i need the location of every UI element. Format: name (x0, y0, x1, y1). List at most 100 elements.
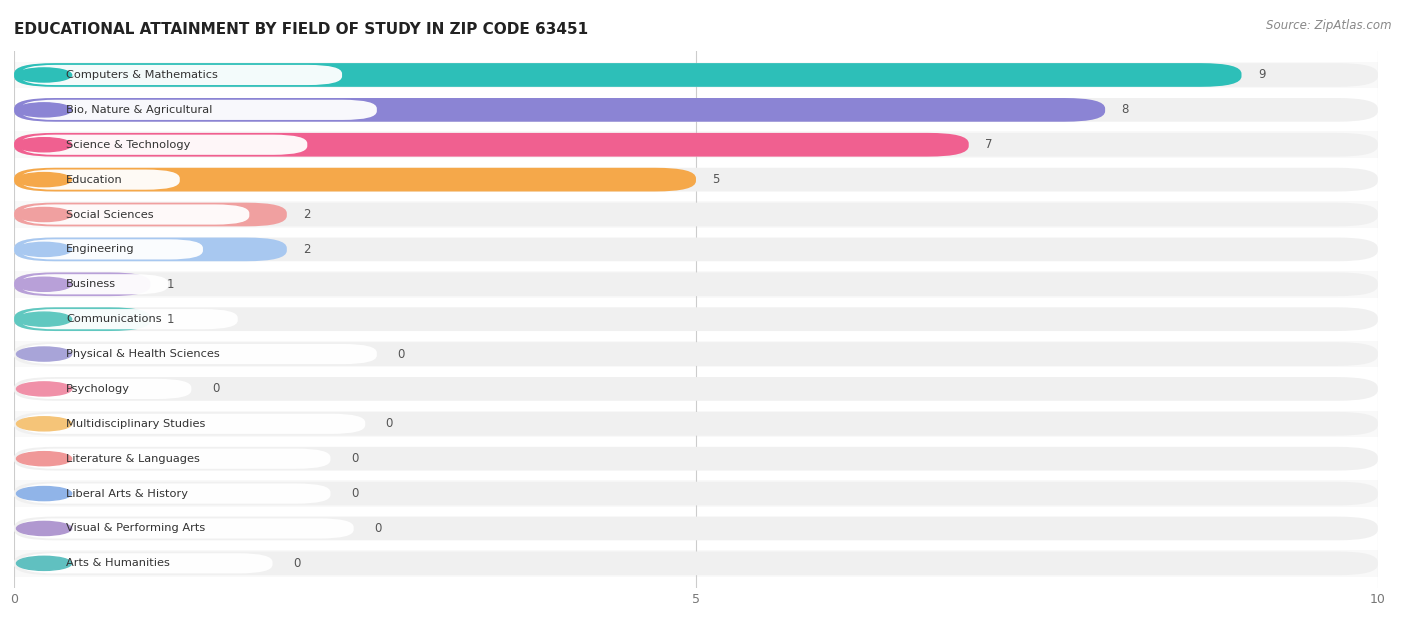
FancyBboxPatch shape (21, 518, 354, 538)
FancyBboxPatch shape (0, 446, 1406, 472)
FancyBboxPatch shape (21, 240, 202, 260)
FancyBboxPatch shape (21, 449, 330, 469)
FancyBboxPatch shape (14, 516, 1378, 540)
Text: Business: Business (66, 279, 117, 289)
FancyBboxPatch shape (21, 483, 330, 504)
FancyBboxPatch shape (0, 131, 1406, 158)
Text: 2: 2 (304, 243, 311, 256)
FancyBboxPatch shape (14, 482, 1378, 506)
Text: Physical & Health Sciences: Physical & Health Sciences (66, 349, 219, 359)
Text: 7: 7 (986, 138, 993, 151)
FancyBboxPatch shape (0, 201, 1406, 228)
Text: 2: 2 (304, 208, 311, 221)
FancyBboxPatch shape (14, 98, 1105, 122)
Text: EDUCATIONAL ATTAINMENT BY FIELD OF STUDY IN ZIP CODE 63451: EDUCATIONAL ATTAINMENT BY FIELD OF STUDY… (14, 22, 588, 37)
Text: Engineering: Engineering (66, 245, 135, 255)
Text: 0: 0 (398, 348, 405, 360)
Text: Source: ZipAtlas.com: Source: ZipAtlas.com (1267, 19, 1392, 32)
FancyBboxPatch shape (0, 411, 1406, 437)
Text: Computers & Mathematics: Computers & Mathematics (66, 70, 218, 80)
Circle shape (17, 556, 72, 571)
FancyBboxPatch shape (21, 274, 169, 295)
FancyBboxPatch shape (21, 169, 180, 190)
FancyBboxPatch shape (21, 204, 249, 224)
FancyBboxPatch shape (0, 166, 1406, 193)
FancyBboxPatch shape (14, 203, 1378, 226)
Text: 0: 0 (374, 522, 381, 535)
Circle shape (17, 487, 72, 501)
FancyBboxPatch shape (0, 515, 1406, 542)
Circle shape (17, 416, 72, 431)
FancyBboxPatch shape (14, 377, 1378, 401)
Text: Arts & Humanities: Arts & Humanities (66, 558, 170, 568)
FancyBboxPatch shape (14, 447, 1378, 471)
FancyBboxPatch shape (14, 133, 969, 157)
FancyBboxPatch shape (21, 414, 366, 434)
FancyBboxPatch shape (0, 480, 1406, 507)
Circle shape (17, 347, 72, 361)
FancyBboxPatch shape (21, 379, 191, 399)
FancyBboxPatch shape (0, 62, 1406, 88)
FancyBboxPatch shape (14, 238, 287, 261)
Text: Multidisciplinary Studies: Multidisciplinary Studies (66, 419, 205, 428)
Text: 1: 1 (167, 313, 174, 325)
FancyBboxPatch shape (21, 100, 377, 120)
Text: Science & Technology: Science & Technology (66, 140, 190, 150)
Circle shape (17, 173, 72, 186)
FancyBboxPatch shape (14, 307, 1378, 331)
Circle shape (17, 312, 72, 326)
Circle shape (17, 277, 72, 291)
Text: 5: 5 (713, 173, 720, 186)
FancyBboxPatch shape (0, 306, 1406, 332)
FancyBboxPatch shape (0, 375, 1406, 402)
Text: Education: Education (66, 174, 122, 185)
FancyBboxPatch shape (14, 63, 1241, 87)
FancyBboxPatch shape (14, 272, 150, 296)
Circle shape (17, 452, 72, 466)
Text: 0: 0 (352, 452, 359, 465)
Text: Communications: Communications (66, 314, 162, 324)
Text: 1: 1 (167, 278, 174, 291)
Text: Social Sciences: Social Sciences (66, 210, 153, 219)
Circle shape (17, 521, 72, 535)
FancyBboxPatch shape (21, 65, 342, 85)
FancyBboxPatch shape (14, 167, 1378, 191)
Text: 0: 0 (292, 557, 301, 570)
FancyBboxPatch shape (0, 97, 1406, 123)
Text: Literature & Languages: Literature & Languages (66, 454, 200, 464)
FancyBboxPatch shape (21, 553, 273, 573)
FancyBboxPatch shape (14, 272, 1378, 296)
FancyBboxPatch shape (21, 344, 377, 364)
Text: 0: 0 (212, 382, 219, 396)
Circle shape (17, 68, 72, 82)
FancyBboxPatch shape (14, 412, 1378, 435)
Circle shape (17, 138, 72, 152)
Text: 0: 0 (385, 417, 394, 430)
FancyBboxPatch shape (0, 341, 1406, 367)
FancyBboxPatch shape (14, 238, 1378, 261)
Text: Visual & Performing Arts: Visual & Performing Arts (66, 523, 205, 533)
Text: 0: 0 (352, 487, 359, 500)
Text: 9: 9 (1258, 68, 1265, 82)
Circle shape (17, 382, 72, 396)
Circle shape (17, 242, 72, 257)
FancyBboxPatch shape (14, 133, 1378, 157)
FancyBboxPatch shape (14, 307, 150, 331)
Text: Bio, Nature & Agricultural: Bio, Nature & Agricultural (66, 105, 212, 115)
FancyBboxPatch shape (14, 342, 1378, 366)
Circle shape (17, 207, 72, 222)
FancyBboxPatch shape (21, 309, 238, 329)
Text: Psychology: Psychology (66, 384, 129, 394)
Circle shape (17, 103, 72, 117)
FancyBboxPatch shape (14, 98, 1378, 122)
FancyBboxPatch shape (14, 552, 1378, 575)
Text: 8: 8 (1122, 104, 1129, 116)
FancyBboxPatch shape (14, 167, 696, 191)
FancyBboxPatch shape (14, 203, 287, 226)
Text: Liberal Arts & History: Liberal Arts & History (66, 489, 188, 499)
FancyBboxPatch shape (14, 63, 1378, 87)
FancyBboxPatch shape (21, 135, 308, 155)
FancyBboxPatch shape (0, 271, 1406, 298)
FancyBboxPatch shape (0, 236, 1406, 263)
FancyBboxPatch shape (0, 550, 1406, 576)
